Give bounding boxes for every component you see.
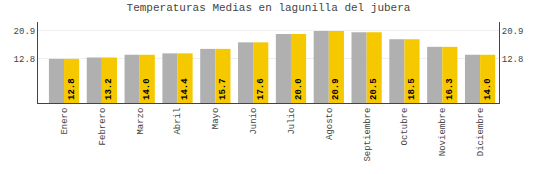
svg-text:20.9: 20.9 xyxy=(502,27,524,37)
svg-text:Mayo: Mayo xyxy=(211,108,221,130)
svg-text:Diciembre: Diciembre xyxy=(476,108,486,157)
svg-text:14.4: 14.4 xyxy=(180,78,190,100)
svg-text:14.0: 14.0 xyxy=(142,78,152,100)
svg-text:Febrero: Febrero xyxy=(98,108,108,146)
svg-text:16.3: 16.3 xyxy=(445,78,455,100)
svg-text:14.0: 14.0 xyxy=(483,78,493,100)
svg-text:Enero: Enero xyxy=(60,108,70,135)
svg-text:17.6: 17.6 xyxy=(256,78,266,100)
svg-text:Abril: Abril xyxy=(173,108,183,135)
svg-text:Noviembre: Noviembre xyxy=(438,108,448,157)
svg-text:20.5: 20.5 xyxy=(369,78,379,100)
svg-text:Marzo: Marzo xyxy=(136,108,146,135)
svg-text:12.8: 12.8 xyxy=(14,55,36,65)
svg-text:Junio: Junio xyxy=(249,108,259,135)
svg-text:Temperaturas Medias en lagunil: Temperaturas Medias en lagunilla del jub… xyxy=(127,2,411,14)
svg-text:Julio: Julio xyxy=(287,108,297,135)
svg-text:Agosto: Agosto xyxy=(325,108,335,140)
svg-text:12.8: 12.8 xyxy=(67,78,77,100)
svg-text:20.9: 20.9 xyxy=(331,78,341,100)
svg-text:Septiembre: Septiembre xyxy=(363,108,373,162)
svg-text:18.5: 18.5 xyxy=(407,78,417,100)
svg-text:15.7: 15.7 xyxy=(218,78,228,100)
svg-text:Octubre: Octubre xyxy=(400,108,410,146)
svg-text:12.8: 12.8 xyxy=(502,55,524,65)
svg-text:20.9: 20.9 xyxy=(14,27,36,37)
svg-text:13.2: 13.2 xyxy=(104,78,114,100)
svg-text:20.0: 20.0 xyxy=(294,78,304,100)
